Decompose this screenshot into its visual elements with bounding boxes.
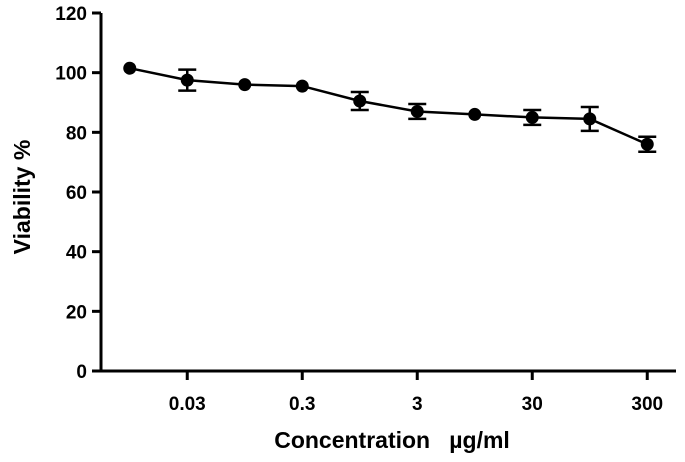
data-point: [583, 112, 597, 126]
series-line: [129, 66, 648, 146]
y-ticks: 0 20 40 60 80 100 120: [55, 4, 101, 383]
x-tick-label: 3: [412, 394, 423, 415]
series: [123, 61, 657, 153]
y-tick-label: 0: [76, 362, 87, 383]
data-point: [410, 104, 424, 118]
data-point: [640, 137, 654, 151]
y-tick-label: 60: [66, 183, 87, 204]
y-tick-label: 100: [55, 64, 87, 85]
data-point: [295, 79, 309, 93]
data-point: [238, 78, 252, 92]
x-tick-label: 0.03: [169, 394, 206, 415]
y-tick-label: 120: [55, 4, 87, 25]
y-axis-title: Viability %: [9, 140, 35, 255]
x-tick-label: 0.3: [289, 394, 315, 415]
y-tick-label: 40: [66, 243, 87, 264]
x-tick-label: 300: [631, 394, 663, 415]
y-tick-label: 80: [66, 123, 87, 144]
x-axis-title: Concentration µg/ml: [274, 427, 510, 453]
data-point: [353, 94, 367, 108]
data-point: [468, 107, 482, 121]
y-tick-label: 20: [66, 302, 87, 323]
x-tick-label: 30: [522, 394, 543, 415]
data-point: [180, 73, 194, 87]
x-ticks: 0.03 0.3 3 30 300: [169, 371, 663, 415]
data-point: [123, 61, 137, 75]
axes: [99, 13, 676, 373]
data-point: [525, 110, 539, 124]
